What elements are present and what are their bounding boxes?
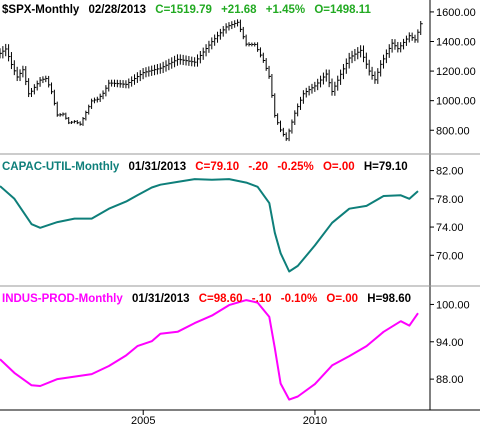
capac-close: C=79.10	[195, 161, 240, 173]
indus-change: -.10	[251, 293, 272, 305]
x-tick-label: 2010	[303, 415, 327, 427]
y-tick-label: 800.00	[436, 125, 470, 137]
capac-open: O=.00	[322, 161, 355, 173]
indus-header: INDUS-PROD-Monthly 01/31/2013 C=98.60 -.…	[2, 293, 417, 305]
spx-header: $SPX-Monthly 02/28/2013 C=1519.79 +21.68…	[2, 4, 377, 16]
spx-title: $SPX-Monthly	[2, 4, 80, 16]
y-tick-label: 88.00	[436, 374, 464, 386]
x-tick-label: 2005	[131, 415, 155, 427]
y-tick-label: 82.00	[436, 166, 464, 178]
y-tick-label: 1000.00	[436, 96, 476, 108]
y-tick-label: 1600.00	[436, 7, 476, 19]
capac-title: CAPAC-UTIL-Monthly	[2, 161, 120, 173]
indus-pct: -0.10%	[280, 293, 318, 305]
capac-series-line	[0, 178, 419, 273]
y-tick-label: 100.00	[436, 299, 470, 311]
spx-change: +21.68	[221, 4, 257, 16]
y-tick-label: 94.00	[436, 337, 464, 349]
spx-close: C=1519.79	[155, 4, 212, 16]
y-tick-label: 1400.00	[436, 37, 476, 49]
y-tick-label: 78.00	[436, 194, 464, 206]
indus-close: C=98.60	[198, 293, 243, 305]
y-tick-label: 70.00	[436, 250, 464, 262]
y-tick-label: 74.00	[436, 222, 464, 234]
capac-date: 01/31/2013	[128, 161, 187, 173]
capac-pct: -0.25%	[277, 161, 314, 173]
y-tick-label: 1200.00	[436, 66, 476, 78]
spx-pct: +1.45%	[265, 4, 306, 16]
spx-open: O=1498.11	[314, 4, 371, 16]
capac-change: -.20	[248, 161, 269, 173]
indus-title: INDUS-PROD-Monthly	[2, 293, 123, 305]
indus-open: O=.00	[326, 293, 359, 305]
capac-high: H=79.10	[363, 161, 408, 173]
indus-date: 01/31/2013	[131, 293, 190, 305]
indus-high: H=98.60	[367, 293, 412, 305]
spx-date: 02/28/2013	[88, 4, 147, 16]
indus-series-line	[0, 299, 419, 401]
capac-header: CAPAC-UTIL-Monthly 01/31/2013 C=79.10 -.…	[2, 161, 414, 173]
